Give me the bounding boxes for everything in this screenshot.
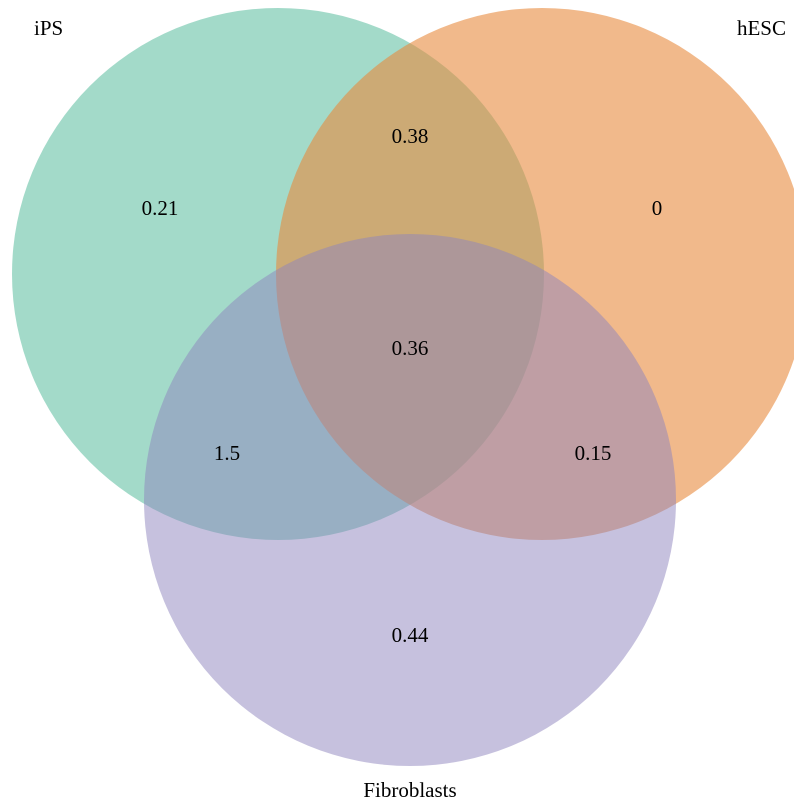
ips-hesc-value: 0.38 <box>392 124 429 148</box>
hesc-only-value: 0 <box>652 196 663 220</box>
hesc-fibroblasts-value: 0.15 <box>575 441 612 465</box>
fibroblasts-circle <box>144 234 676 766</box>
all-three-value: 0.36 <box>392 336 429 360</box>
hesc-set-label: hESC <box>737 16 786 40</box>
ips-set-label: iPS <box>34 16 63 40</box>
ips-only-value: 0.21 <box>142 196 179 220</box>
ips-fibroblasts-value: 1.5 <box>214 441 240 465</box>
fibroblasts-only-value: 0.44 <box>392 623 429 647</box>
fibroblasts-set-label: Fibroblasts <box>363 778 456 802</box>
